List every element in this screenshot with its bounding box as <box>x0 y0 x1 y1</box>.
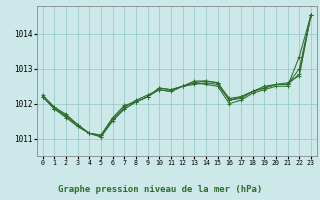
Text: Graphe pression niveau de la mer (hPa): Graphe pression niveau de la mer (hPa) <box>58 185 262 194</box>
